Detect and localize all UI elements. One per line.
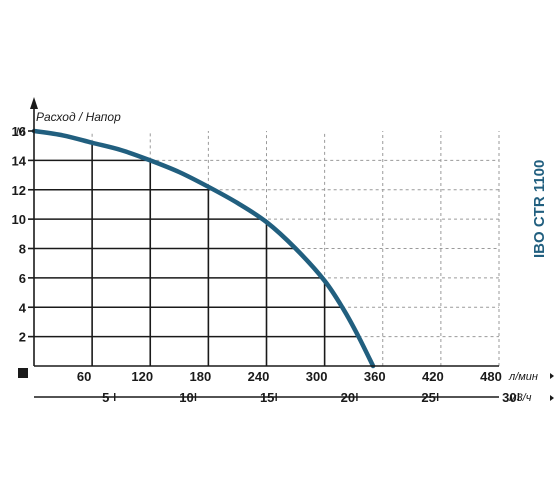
y-tick-label: 14 — [12, 153, 27, 168]
x2-tick-label: 30 — [502, 390, 516, 405]
x2-tick-label: 25 — [421, 390, 435, 405]
x-axis-arrow — [550, 373, 554, 379]
y-tick-label: 2 — [19, 330, 26, 345]
x-tick-label: 180 — [190, 369, 212, 384]
performance-curve — [31, 128, 376, 369]
y-tick-label: 12 — [12, 183, 26, 198]
y-tick-label: 8 — [19, 242, 26, 257]
y-tick-label: 10 — [12, 212, 26, 227]
x2-tick-label: 20 — [341, 390, 355, 405]
x2-axis-unit: м3/ч — [509, 392, 532, 404]
chart-title: Расход / Напор — [36, 110, 121, 124]
x-tick-label: 360 — [364, 369, 386, 384]
x2-tick-label: 15 — [260, 390, 274, 405]
x2-tick-label: 5 — [102, 390, 109, 405]
y-tick-label: 16 — [12, 124, 26, 139]
y-tick-label: 4 — [19, 300, 27, 315]
model-label: IBO CTR 1100 — [531, 160, 548, 258]
origin-marker — [18, 368, 28, 378]
x-tick-label: 60 — [77, 369, 91, 384]
x2-axis-arrow — [550, 395, 554, 401]
x-tick-label: 300 — [306, 369, 328, 384]
x-tick-label: 120 — [131, 369, 153, 384]
x2-tick-label: 10 — [179, 390, 193, 405]
y-axis-unit: М — [16, 126, 26, 138]
y-tick-label: 6 — [19, 271, 26, 286]
x-tick-label: 240 — [248, 369, 270, 384]
x-tick-label: 480 — [480, 369, 502, 384]
y-axis-arrow — [30, 97, 38, 109]
x-axis-unit: л/мин — [508, 371, 538, 383]
x-tick-label: 420 — [422, 369, 444, 384]
